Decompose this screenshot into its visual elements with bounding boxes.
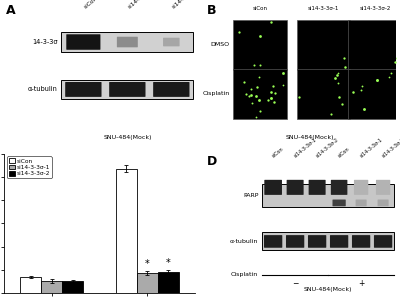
Text: Cisplatin: Cisplatin <box>231 272 258 277</box>
Bar <box>234 20 287 70</box>
FancyBboxPatch shape <box>163 38 180 46</box>
Text: A: A <box>6 4 16 17</box>
Text: PARP: PARP <box>243 193 258 198</box>
Bar <box>296 68 350 119</box>
Text: DMSO: DMSO <box>210 42 230 47</box>
FancyBboxPatch shape <box>376 180 390 195</box>
Text: siCon: siCon <box>83 0 99 10</box>
FancyBboxPatch shape <box>264 180 282 195</box>
Bar <box>158 272 179 293</box>
Bar <box>62 281 83 293</box>
Bar <box>348 20 400 70</box>
Text: *: * <box>145 259 150 269</box>
Bar <box>61 80 193 99</box>
Text: 14-3-3σ: 14-3-3σ <box>32 39 58 45</box>
FancyBboxPatch shape <box>287 180 304 195</box>
FancyBboxPatch shape <box>308 235 326 248</box>
Legend: siCon, si14-3-3σ-1, si14-3-3σ-2: siCon, si14-3-3σ-1, si14-3-3σ-2 <box>7 156 52 178</box>
Text: si14-3-3σ-1: si14-3-3σ-1 <box>308 6 339 11</box>
Text: si14-3-3σ-2: si14-3-3σ-2 <box>381 137 400 159</box>
FancyBboxPatch shape <box>374 235 392 248</box>
FancyBboxPatch shape <box>309 180 326 195</box>
Text: siCon: siCon <box>271 146 285 159</box>
FancyBboxPatch shape <box>354 180 368 195</box>
Text: si14-3-3σ-1: si14-3-3σ-1 <box>293 137 318 159</box>
Text: +: + <box>358 279 364 288</box>
Text: si14-3-3σ-2: si14-3-3σ-2 <box>171 0 200 10</box>
Text: B: B <box>207 4 216 17</box>
Text: siCon: siCon <box>253 6 268 11</box>
FancyBboxPatch shape <box>356 199 367 206</box>
Bar <box>262 232 394 251</box>
Bar <box>61 32 193 52</box>
Bar <box>116 169 137 293</box>
FancyBboxPatch shape <box>330 235 348 248</box>
Text: SNU-484(Mock): SNU-484(Mock) <box>286 135 334 140</box>
FancyBboxPatch shape <box>331 180 347 195</box>
Bar <box>41 281 62 293</box>
Text: si14-3-3σ-2: si14-3-3σ-2 <box>315 137 340 159</box>
Bar <box>348 68 400 119</box>
Text: si14-3-3σ-1: si14-3-3σ-1 <box>127 0 156 10</box>
FancyBboxPatch shape <box>109 82 146 97</box>
FancyBboxPatch shape <box>65 82 102 97</box>
Bar <box>262 184 394 207</box>
Text: si14-3-3σ-1: si14-3-3σ-1 <box>359 137 384 159</box>
Text: D: D <box>207 155 217 168</box>
Bar <box>20 277 41 293</box>
Bar <box>234 68 287 119</box>
FancyBboxPatch shape <box>378 199 389 206</box>
FancyBboxPatch shape <box>332 199 346 206</box>
FancyBboxPatch shape <box>352 235 370 248</box>
Bar <box>296 20 350 70</box>
Text: Cisplatin: Cisplatin <box>202 91 230 96</box>
FancyBboxPatch shape <box>66 34 100 50</box>
Text: siCon: siCon <box>337 146 351 159</box>
Text: SNU-484(Mock): SNU-484(Mock) <box>104 135 152 140</box>
FancyBboxPatch shape <box>264 235 282 248</box>
Text: *: * <box>166 258 171 268</box>
Text: SNU-484(Mock): SNU-484(Mock) <box>304 287 352 292</box>
FancyBboxPatch shape <box>286 235 304 248</box>
Text: −: − <box>292 279 298 288</box>
FancyBboxPatch shape <box>153 82 190 97</box>
Bar <box>137 273 158 293</box>
FancyBboxPatch shape <box>117 37 138 47</box>
Text: α-tubulin: α-tubulin <box>28 86 58 92</box>
Text: α-tubulin: α-tubulin <box>230 239 258 244</box>
Text: si14-3-3σ-2: si14-3-3σ-2 <box>359 6 391 11</box>
